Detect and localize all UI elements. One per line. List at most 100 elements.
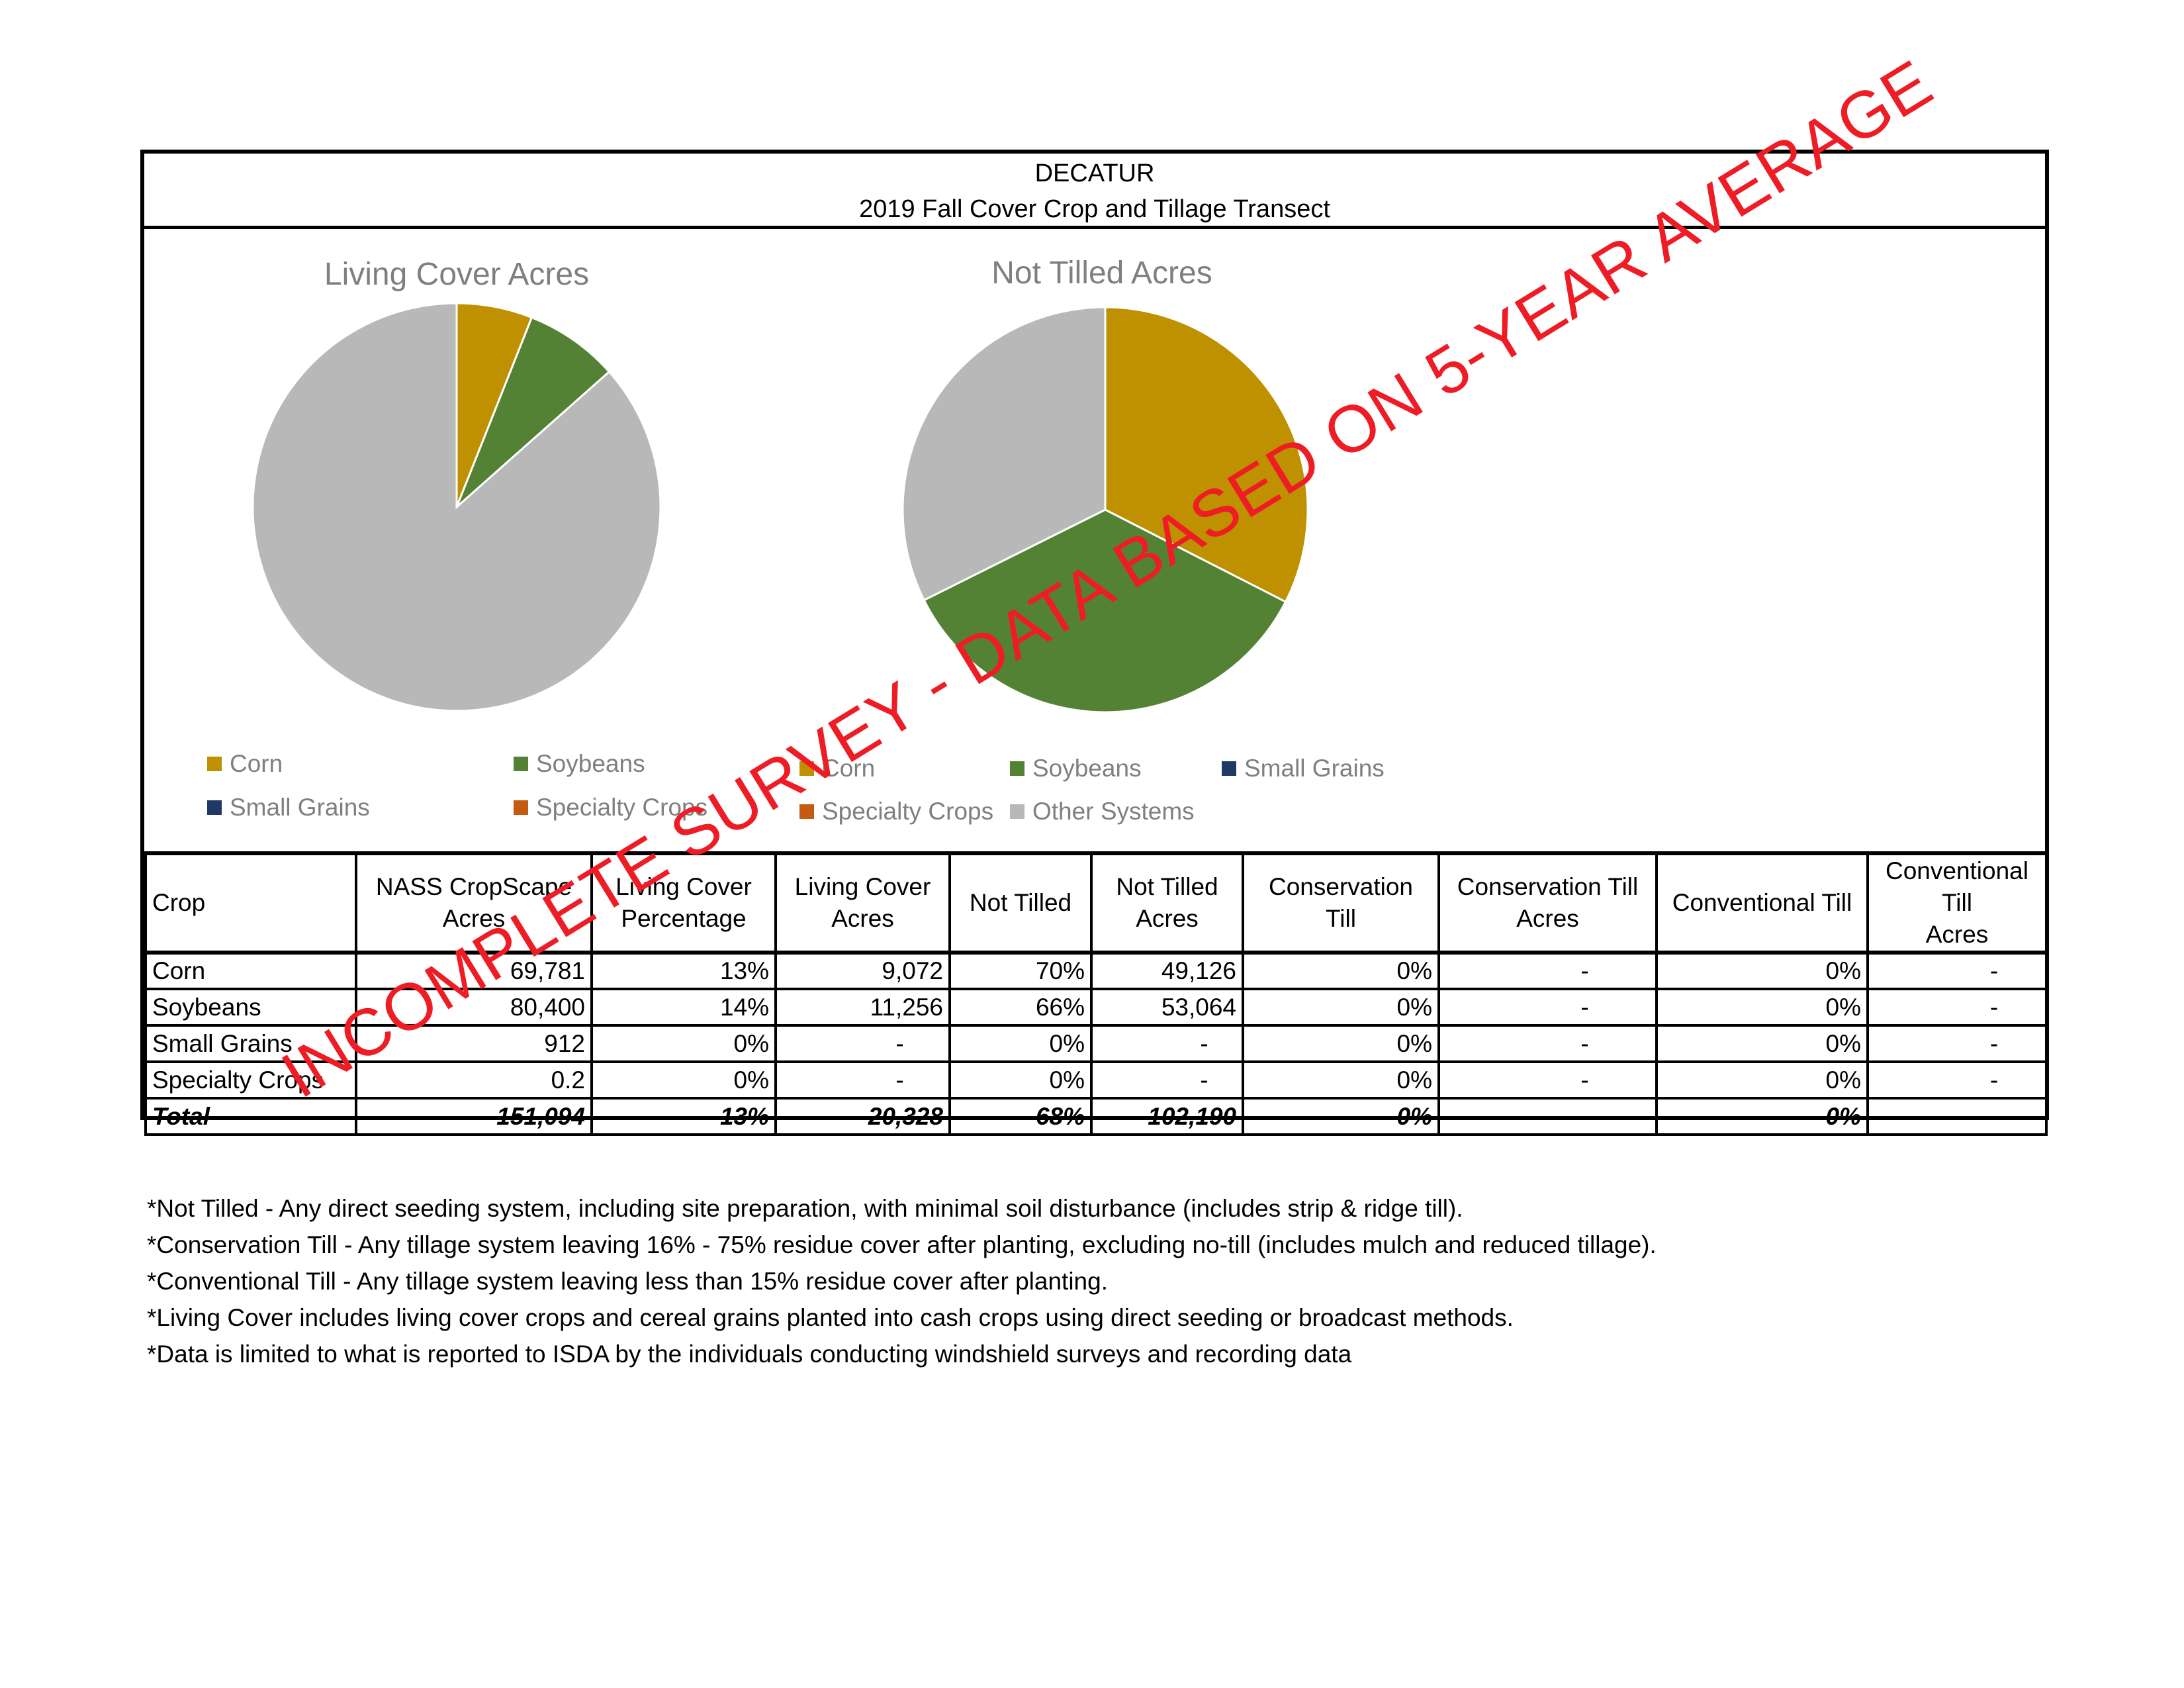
pie-chart: Not Tilled Acres Corn Soybeans Small Grains… (799, 256, 1385, 825)
table-cell: - (774, 1024, 951, 1063)
table-cell: - (1437, 1097, 1658, 1136)
table-cell: 53,064 (1090, 988, 1244, 1027)
table-cell: 0% (1242, 1060, 1440, 1100)
column-header-line: Acres (442, 905, 506, 932)
table-cell: 0% (948, 1060, 1093, 1100)
table-cell: 0% (1242, 1024, 1440, 1063)
table-cell: - (1090, 1060, 1244, 1100)
table-cell: - (1437, 1024, 1658, 1063)
column-header-line: NASS CropScape (375, 873, 572, 900)
table-cell: 0% (948, 1024, 1093, 1063)
legend-label: Small Grains (230, 794, 370, 821)
column-header: Not Tilled (948, 851, 1093, 955)
pie-slice-soybeans (923, 508, 1287, 714)
table-cell: - (1866, 988, 2048, 1027)
pie-chart: Living Cover Acres Corn Soybeans Small Grai… (207, 257, 707, 821)
legend-item: Corn (799, 755, 875, 782)
legend-item: Other Systems (1010, 798, 1195, 825)
table-cell: 102,190 (1090, 1097, 1244, 1136)
column-header-line: Not Tilled (969, 889, 1072, 916)
table-cell: Soybeans (144, 988, 357, 1027)
legend-swatch (207, 757, 222, 771)
column-header: Conventional Till (1655, 851, 1869, 955)
pie-slice-corn (1104, 306, 1309, 604)
table-cell: 14% (590, 988, 777, 1027)
column-header-line: Acres (831, 905, 894, 932)
table-cell: 0% (1242, 988, 1440, 1027)
legend-item: Soybeans (514, 750, 645, 777)
legend-label: Specialty Crops (822, 798, 993, 825)
table-cell: Small Grains (144, 1024, 357, 1063)
legend-item: Specialty Crops (799, 798, 993, 825)
table-cell: Total (144, 1097, 357, 1136)
column-header: Crop (144, 851, 357, 955)
column-header: Living Cover Percentage (590, 851, 777, 955)
table-row: Soybeans 80,400 14% 11,256 66% 53,064 0% -0% - (144, 988, 2048, 1027)
table-cell: - (1090, 1024, 1244, 1063)
table-cell: 13% (590, 1097, 777, 1136)
column-header: NASS CropScape Acres (355, 851, 593, 955)
legend-item: Small Grains (207, 794, 370, 821)
column-header: Conservation Till Acres (1437, 851, 1658, 955)
table-cell: 66% (948, 988, 1093, 1027)
column-header-line: Not Tilled (1116, 873, 1218, 900)
table-cell: 0% (590, 1060, 777, 1100)
pie-slice-soybeans (455, 316, 611, 508)
legend-swatch (1010, 761, 1024, 776)
legend-label: Corn (230, 750, 283, 777)
crop-table: Crop NASS CropScape Acres Living Cover Perce… (144, 851, 2048, 1136)
table-cell: Specialty Crops (144, 1060, 357, 1100)
report-subtitle: 2019 Fall Cover Crop and Tillage Transec… (859, 195, 1330, 223)
column-header-line: Percentage (621, 905, 747, 932)
footnote: *Not Tilled - Any direct seeding system,… (147, 1195, 1463, 1222)
column-header-line: Conventional Till (1672, 889, 1852, 916)
report-header: DECATUR 2019 Fall Cover Crop and Tillage… (144, 154, 2045, 229)
table-cell: 49,126 (1090, 951, 1244, 990)
legend-swatch (799, 761, 814, 776)
legend-label: Corn (822, 755, 875, 782)
footnotes: *Not Tilled - Any direct seeding system,… (147, 1190, 1657, 1372)
table-cell: 69,781 (355, 951, 593, 990)
column-header-line: Living Cover (794, 873, 931, 900)
table-cell: 0% (1242, 1097, 1440, 1136)
table-cell: 80,400 (355, 988, 593, 1027)
table-total-row: Total 151,094 13% 20,328 68% 102,190 0% -0% - (144, 1097, 2048, 1136)
legend-item: Specialty Crops (514, 794, 707, 821)
table-cell: 0.2 (355, 1060, 593, 1100)
table-cell: 20,328 (774, 1097, 951, 1136)
footnote: *Conservation Till - Any tillage system … (147, 1231, 1657, 1258)
table-row: Corn 69,781 13% 9,072 70% 49,126 0% -0% - (144, 951, 2048, 990)
report-frame: DECATUR 2019 Fall Cover Crop and Tillage… (140, 150, 2049, 1136)
column-header: Conventional Till Acres (1866, 851, 2048, 955)
column-header-line: Conservation Till (1457, 873, 1639, 900)
legend-label: Other Systems (1032, 798, 1195, 825)
pie-slice-other-systems (901, 306, 1107, 602)
legend-label: Soybeans (536, 750, 645, 777)
county-title: DECATUR (1034, 160, 1155, 187)
table-cell: 9,072 (774, 951, 951, 990)
table-cell: 0% (1655, 1024, 1869, 1063)
table-cell: - (1866, 951, 2048, 990)
column-header-line: Acres (1136, 905, 1199, 932)
table-row: Specialty Crops 0.2 0% -0% -0% -0% - (144, 1060, 2048, 1100)
footnote: *Conventional Till - Any tillage system … (147, 1268, 1108, 1295)
table-cell: - (1437, 988, 1658, 1027)
column-header-line: Crop (152, 889, 206, 916)
legend-item: Soybeans (1010, 755, 1142, 782)
footnote: *Data is limited to what is reported to … (147, 1340, 1352, 1368)
table-cell: 0% (1655, 988, 1869, 1027)
pie-title: Living Cover Acres (324, 257, 589, 292)
column-header: Conservation Till (1242, 851, 1440, 955)
pie-title: Not Tilled Acres (991, 256, 1212, 291)
table-cell: - (1437, 951, 1658, 990)
table-cell: 11,256 (774, 988, 951, 1027)
legend-swatch (207, 800, 222, 815)
table-cell: - (1437, 1060, 1658, 1100)
table-cell: 13% (590, 951, 777, 990)
table-cell: 0% (1242, 951, 1440, 990)
legend-swatch (799, 804, 814, 819)
table-cell: 0% (1655, 951, 1869, 990)
pie-charts: Living Cover Acres Corn Soybeans Small Grai… (207, 256, 1385, 825)
table-cell: Corn (144, 951, 357, 990)
column-header-line: Conservation (1268, 873, 1413, 900)
